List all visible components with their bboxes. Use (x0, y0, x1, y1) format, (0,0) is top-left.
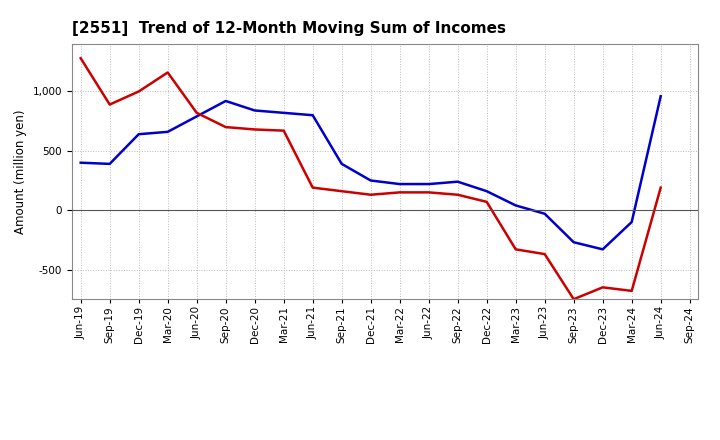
Ordinary Income (424, 181, 433, 187)
Net Income (105, 102, 114, 107)
Net Income (482, 199, 491, 205)
Net Income (657, 185, 665, 190)
Ordinary Income (511, 203, 520, 208)
Net Income (135, 89, 143, 94)
Ordinary Income (570, 240, 578, 245)
Ordinary Income (105, 161, 114, 166)
Net Income (221, 125, 230, 130)
Ordinary Income (76, 160, 85, 165)
Net Income (163, 70, 172, 75)
Ordinary Income (338, 161, 346, 166)
Ordinary Income (279, 110, 288, 115)
Net Income (338, 189, 346, 194)
Net Income (598, 285, 607, 290)
Net Income (570, 297, 578, 302)
Ordinary Income (251, 108, 259, 113)
Net Income (279, 128, 288, 133)
Ordinary Income (221, 98, 230, 103)
Y-axis label: Amount (million yen): Amount (million yen) (14, 110, 27, 234)
Ordinary Income (627, 220, 636, 225)
Line: Ordinary Income: Ordinary Income (81, 96, 661, 249)
Net Income (192, 110, 201, 115)
Net Income (454, 192, 462, 198)
Ordinary Income (598, 247, 607, 252)
Ordinary Income (657, 94, 665, 99)
Ordinary Income (192, 114, 201, 119)
Net Income (541, 251, 549, 257)
Ordinary Income (395, 181, 404, 187)
Net Income (395, 190, 404, 195)
Net Income (366, 192, 375, 198)
Ordinary Income (308, 113, 317, 118)
Ordinary Income (541, 211, 549, 216)
Ordinary Income (135, 132, 143, 137)
Ordinary Income (482, 189, 491, 194)
Net Income (308, 185, 317, 190)
Net Income (627, 288, 636, 293)
Line: Net Income: Net Income (81, 58, 661, 299)
Net Income (511, 247, 520, 252)
Text: [2551]  Trend of 12-Month Moving Sum of Incomes: [2551] Trend of 12-Month Moving Sum of I… (72, 21, 506, 36)
Net Income (251, 127, 259, 132)
Net Income (424, 190, 433, 195)
Ordinary Income (163, 129, 172, 135)
Ordinary Income (454, 179, 462, 184)
Net Income (76, 55, 85, 61)
Ordinary Income (366, 178, 375, 183)
